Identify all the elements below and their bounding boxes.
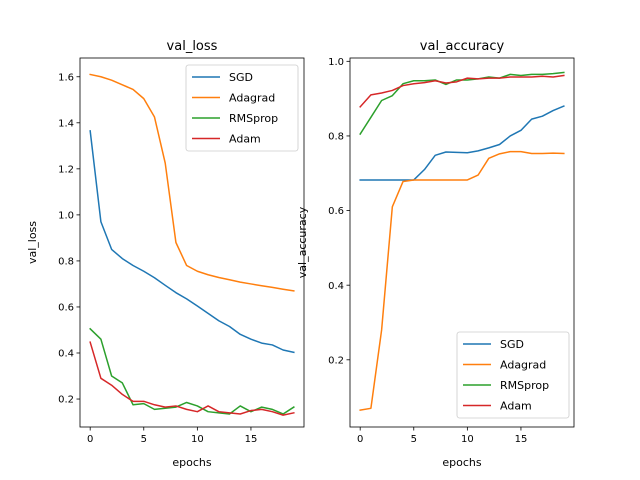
y-tick-label: 0.4	[58, 349, 74, 360]
series-line-sgd	[89, 130, 295, 354]
legend-label-adam: Adam	[229, 133, 261, 146]
y-axis-label: val_accuracy	[296, 206, 309, 278]
legend-label-rmsprop: RMSprop	[229, 112, 278, 125]
x-tick-label: 0	[357, 434, 363, 445]
legend-label-sgd: SGD	[500, 338, 524, 351]
series-line-adagrad	[359, 150, 565, 412]
legend-box	[185, 64, 299, 152]
x-axis-label: epochs	[442, 456, 481, 469]
x-tick-label: 5	[411, 434, 417, 445]
x-axis-label: epochs	[172, 456, 211, 469]
legend: SGD Adagrad RMSprop Adam	[185, 64, 299, 152]
legend-label-rmsprop: RMSprop	[500, 379, 549, 392]
series-line-rmsprop	[359, 71, 565, 136]
axes-frame	[79, 57, 305, 428]
y-tick-label: 0.6	[58, 303, 74, 314]
legend: SGD Adagrad RMSprop Adam	[456, 331, 570, 419]
chart-title: val_loss	[167, 39, 218, 54]
y-axis-label: val_loss	[26, 221, 39, 264]
x-tick-label: 10	[461, 434, 474, 445]
y-tick-label: 1.2	[58, 164, 74, 175]
axes-frame	[349, 57, 575, 428]
y-tick-label: 0.8	[328, 132, 344, 143]
legend-label-adagrad: Adagrad	[229, 92, 275, 105]
chart-title: val_accuracy	[420, 39, 505, 54]
x-tick-label: 10	[191, 434, 204, 445]
series-line-sgd	[359, 105, 565, 181]
y-tick-label: 1.6	[58, 72, 74, 83]
x-tick-label: 5	[141, 434, 147, 445]
series-line-rmsprop	[89, 327, 295, 415]
y-tick-label: 0.4	[328, 281, 344, 292]
legend-label-adam: Adam	[500, 400, 532, 413]
y-tick-label: 1.4	[58, 118, 74, 129]
legend-label-adagrad: Adagrad	[500, 359, 546, 372]
subplot-val-loss: 0 5 10 15 0.2 0.4 0.6 0.8 1.0 1.2 1.4 1.6 val_lossep…	[26, 39, 305, 469]
legend-box	[456, 331, 570, 419]
y-tick-label: 0.2	[328, 355, 344, 366]
y-tick-label: 1.0	[328, 57, 344, 68]
x-tick-label: 0	[87, 434, 93, 445]
y-tick-label: 0.6	[328, 206, 344, 217]
y-tick-label: 0.8	[58, 257, 74, 268]
y-tick-label: 1.0	[58, 210, 74, 221]
series-line-adam	[359, 74, 565, 108]
series-line-adam	[89, 341, 295, 416]
y-tick-label: 0.2	[58, 395, 74, 406]
x-tick-label: 15	[245, 434, 258, 445]
series-line-adagrad	[89, 73, 295, 292]
x-tick-label: 15	[515, 434, 528, 445]
legend-label-sgd: SGD	[229, 71, 253, 84]
